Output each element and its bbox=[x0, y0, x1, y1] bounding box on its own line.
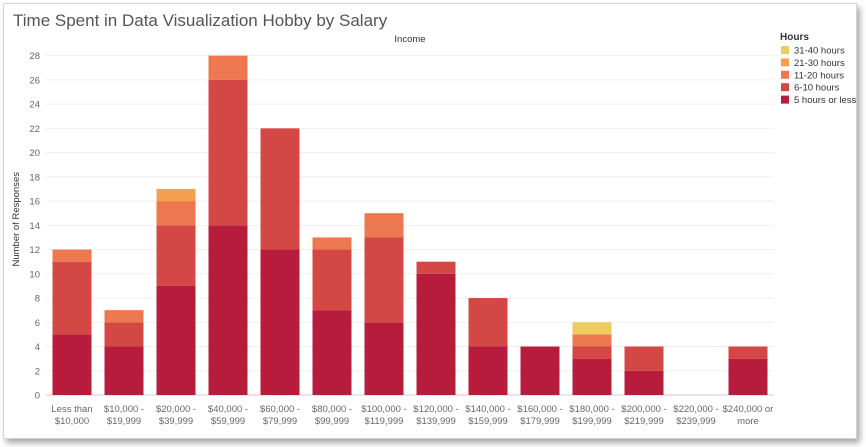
x-tick-label-line1: $60,000 - bbox=[260, 404, 300, 415]
chart-panel: Time Spent in Data Visualization Hobby b… bbox=[3, 3, 857, 439]
y-tick-label: 2 bbox=[35, 366, 40, 377]
x-tick-label-line1: $200,000 - bbox=[621, 404, 666, 415]
legend-title: Hours bbox=[780, 32, 809, 43]
bar-segment bbox=[52, 261, 92, 335]
x-tick-label-line2: $219,999 bbox=[624, 416, 664, 427]
bar-segment bbox=[520, 346, 560, 395]
bar-segment bbox=[728, 358, 768, 395]
bar-segment bbox=[312, 249, 352, 311]
x-tick-label-line1: $100,000 - bbox=[361, 404, 406, 415]
bar-segment bbox=[624, 346, 664, 371]
legend-swatch bbox=[781, 83, 789, 92]
x-tick-label-line1: $80,000 - bbox=[312, 404, 352, 415]
x-tick-label-line2: $79,999 bbox=[263, 416, 297, 427]
bar-segment bbox=[364, 237, 404, 323]
legend-swatch bbox=[781, 58, 789, 67]
x-tick-label-line2: more bbox=[737, 416, 759, 427]
bar-segment bbox=[468, 346, 508, 395]
x-tick-label-line1: $20,000 - bbox=[156, 404, 196, 415]
bar-segment bbox=[364, 213, 404, 238]
bar-segment bbox=[52, 249, 92, 262]
y-tick-label: 6 bbox=[35, 318, 40, 329]
bar-segment bbox=[156, 201, 196, 226]
legend-label: 6-10 hours bbox=[794, 83, 840, 94]
bar-segment bbox=[364, 322, 404, 395]
y-tick-label: 12 bbox=[29, 245, 40, 256]
x-tick-label-line2: $39,999 bbox=[159, 416, 193, 427]
x-tick-label-line1: $160,000 - bbox=[517, 404, 562, 415]
bar-segment bbox=[728, 346, 768, 359]
x-tick-label-line2: $119,999 bbox=[365, 416, 404, 427]
x-tick-label-line1: $10,000 - bbox=[104, 404, 144, 415]
bar-segment bbox=[156, 225, 196, 286]
x-tick-label-line1: $220,000 - bbox=[673, 404, 718, 415]
x-tick-label-line2: $10,000 bbox=[55, 416, 89, 427]
bar-segment bbox=[416, 273, 456, 395]
legend-label: 11-20 hours bbox=[794, 70, 844, 81]
bar-segment bbox=[572, 346, 612, 359]
bar-segment bbox=[104, 346, 144, 395]
bar-segment bbox=[624, 370, 664, 395]
bar-segment bbox=[312, 237, 352, 250]
x-tick-label-line2: $59,999 bbox=[211, 416, 245, 427]
bar-segment bbox=[156, 188, 196, 202]
column-header: Income bbox=[394, 34, 425, 45]
x-tick-label-line2: $99,999 bbox=[315, 416, 349, 427]
y-tick-label: 22 bbox=[29, 124, 40, 135]
y-tick-label: 10 bbox=[29, 269, 40, 280]
x-tick-label-line2: $139,999 bbox=[416, 416, 456, 427]
y-tick-label: 8 bbox=[35, 294, 40, 305]
x-tick-label-line1: $40,000 - bbox=[208, 404, 248, 415]
y-tick-label: 14 bbox=[29, 221, 40, 232]
y-axis-title: Number of Responses bbox=[11, 172, 22, 267]
x-tick-label-line1: $140,000 - bbox=[465, 404, 510, 415]
bar-segment bbox=[156, 285, 196, 395]
x-tick-label-line1: $180,000 - bbox=[569, 404, 614, 415]
bar-segment bbox=[572, 358, 612, 395]
bar-segment bbox=[208, 79, 248, 226]
bar-segment bbox=[468, 298, 508, 347]
y-tick-label: 20 bbox=[29, 148, 40, 159]
y-tick-label: 26 bbox=[29, 75, 40, 86]
bar-segment bbox=[260, 128, 300, 250]
legend-swatch bbox=[781, 95, 789, 104]
bar-segment bbox=[104, 310, 144, 323]
x-tick-label-line2: $199,999 bbox=[572, 416, 612, 427]
legend-swatch bbox=[781, 70, 789, 79]
x-tick-label-line1: $120,000 - bbox=[413, 404, 458, 415]
bar-segment bbox=[572, 322, 612, 335]
page-title: Time Spent in Data Visualization Hobby b… bbox=[13, 11, 388, 30]
legend-label: 31-40 hours bbox=[794, 46, 845, 57]
x-tick-label-line2: $179,999 bbox=[520, 416, 560, 427]
bar-segment bbox=[104, 322, 144, 347]
y-tick-label: 16 bbox=[29, 197, 40, 208]
legend-label: 5 hours or less bbox=[794, 95, 856, 106]
x-tick-label-line2: $19,999 bbox=[107, 416, 141, 427]
bar-segment bbox=[208, 225, 248, 395]
x-tick-label-line2: $239,999 bbox=[676, 416, 716, 427]
x-tick-label-line1: $240,000 or bbox=[723, 404, 774, 415]
y-tick-label: 24 bbox=[29, 100, 40, 111]
bar-segment bbox=[416, 261, 456, 274]
y-tick-label: 4 bbox=[35, 342, 40, 353]
bar-segment bbox=[572, 334, 612, 347]
bar-segment bbox=[260, 249, 300, 395]
y-tick-label: 28 bbox=[29, 51, 40, 62]
bar-segment bbox=[312, 310, 352, 395]
bar-segment bbox=[208, 55, 248, 80]
x-tick-label-line1: Less than bbox=[51, 404, 92, 415]
bar-segment bbox=[52, 334, 92, 395]
y-tick-label: 18 bbox=[29, 172, 40, 183]
y-tick-label: 0 bbox=[35, 391, 40, 402]
x-tick-label-line2: $159,999 bbox=[468, 416, 508, 427]
legend-swatch bbox=[781, 46, 789, 54]
legend-label: 21-30 hours bbox=[794, 58, 845, 69]
